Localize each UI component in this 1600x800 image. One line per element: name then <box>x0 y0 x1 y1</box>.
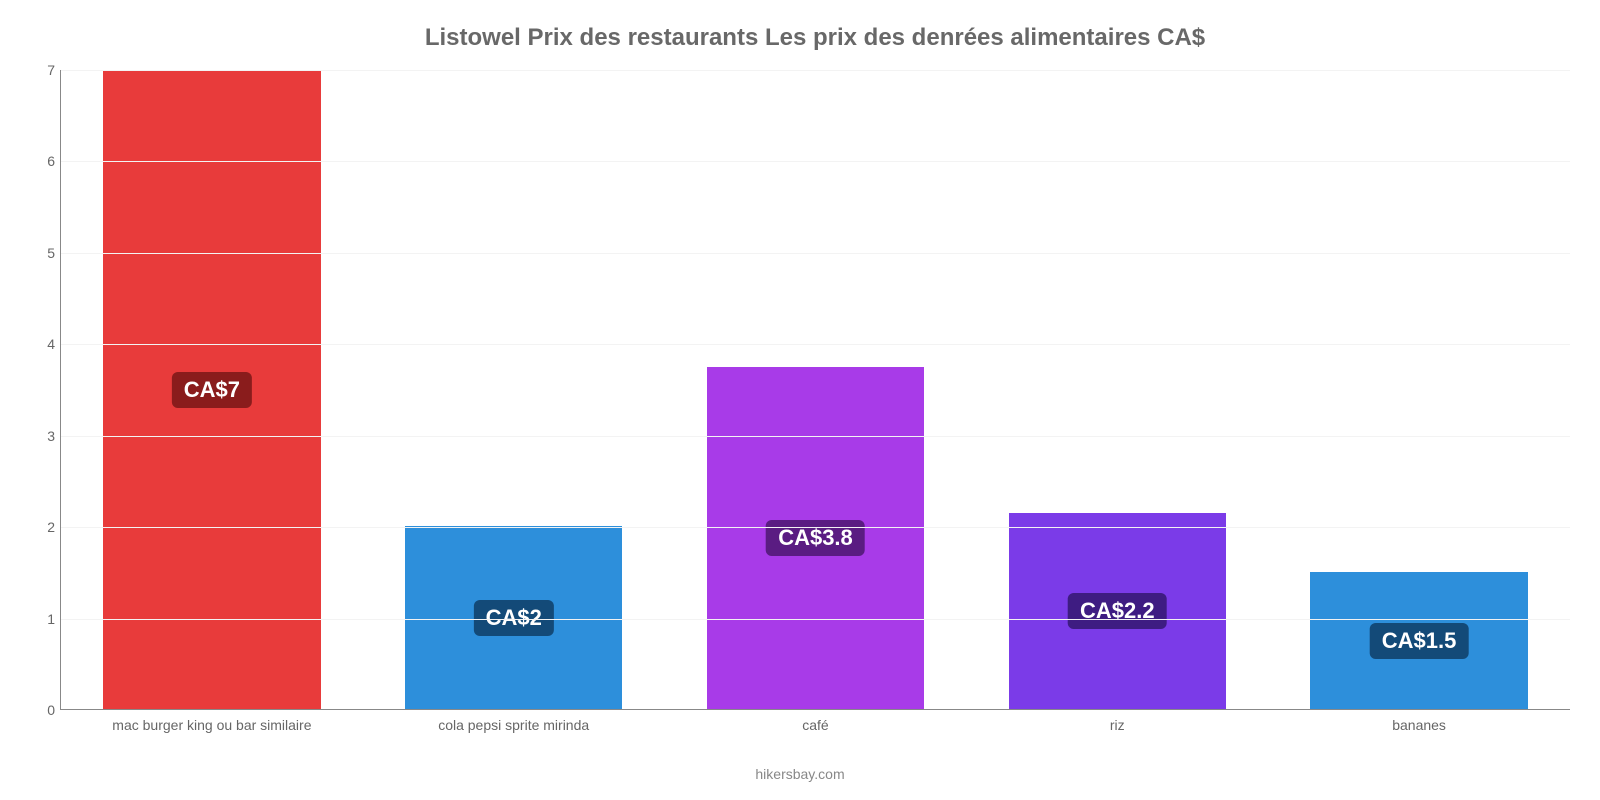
bar-slot: CA$1.5 <box>1268 70 1570 709</box>
x-axis-label: cola pepsi sprite mirinda <box>363 717 665 733</box>
y-tick-label: 0 <box>29 702 55 718</box>
gridline <box>61 253 1570 254</box>
gridline <box>61 161 1570 162</box>
bar: CA$2.2 <box>1009 513 1226 709</box>
y-tick-label: 4 <box>29 336 55 352</box>
bar-slot: CA$3.8 <box>665 70 967 709</box>
plot-area: CA$7CA$2CA$3.8CA$2.2CA$1.5 mac burger ki… <box>60 70 1570 710</box>
gridline <box>61 619 1570 620</box>
y-tick-label: 1 <box>29 611 55 627</box>
y-tick-label: 6 <box>29 153 55 169</box>
price-chart: Listowel Prix des restaurants Les prix d… <box>0 0 1600 800</box>
bar-value-label: CA$3.8 <box>766 520 865 556</box>
credit-text: hikersbay.com <box>0 766 1600 782</box>
y-tick-label: 3 <box>29 428 55 444</box>
bar-slot: CA$2.2 <box>966 70 1268 709</box>
x-axis-label: café <box>665 717 967 733</box>
x-axis-label: mac burger king ou bar similaire <box>61 717 363 733</box>
bar-value-label: CA$7 <box>172 372 252 408</box>
x-axis-labels: mac burger king ou bar similairecola pep… <box>61 717 1570 733</box>
gridline <box>61 70 1570 71</box>
y-tick-label: 5 <box>29 245 55 261</box>
bar: CA$1.5 <box>1310 572 1527 709</box>
y-tick-label: 7 <box>29 62 55 78</box>
bar-slot: CA$2 <box>363 70 665 709</box>
x-axis-label: bananes <box>1268 717 1570 733</box>
bar-slot: CA$7 <box>61 70 363 709</box>
bar: CA$3.8 <box>707 367 924 709</box>
x-axis-label: riz <box>966 717 1268 733</box>
gridline <box>61 344 1570 345</box>
bar-value-label: CA$1.5 <box>1370 623 1469 659</box>
bar-value-label: CA$2.2 <box>1068 593 1167 629</box>
gridline <box>61 436 1570 437</box>
chart-title: Listowel Prix des restaurants Les prix d… <box>60 24 1570 52</box>
bars-container: CA$7 CA$2 CA$3.8 CA$2.2 CA$1.5 <box>61 70 1570 709</box>
gridline <box>61 527 1570 528</box>
bar: CA$7 <box>103 70 320 709</box>
y-tick-label: 2 <box>29 519 55 535</box>
